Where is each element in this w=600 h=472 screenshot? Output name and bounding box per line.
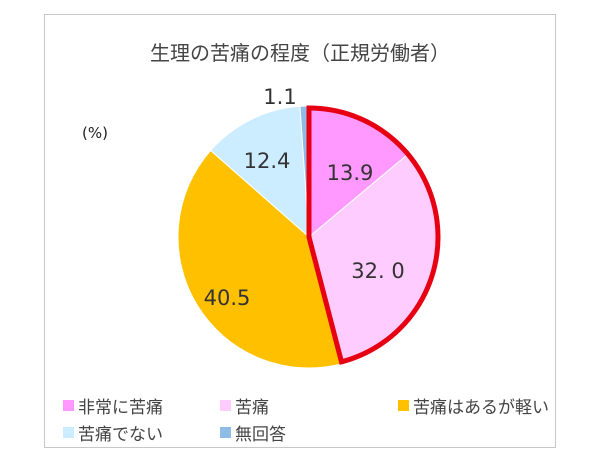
legend-swatch	[220, 400, 231, 411]
chart-title: 生理の苦痛の程度（正規労働者）	[150, 41, 450, 65]
legend-label: 苦痛	[235, 398, 269, 418]
legend-label: 苦痛はあるが軽い	[413, 398, 549, 418]
data-label-5: 1.1	[263, 85, 296, 109]
data-label-4: 12.4	[244, 149, 291, 173]
data-label-3: 40.5	[204, 286, 251, 310]
legend-item-5: 無回答	[220, 420, 286, 445]
legend-label: 非常に苦痛	[78, 398, 163, 418]
legend-swatch	[220, 427, 231, 438]
legend-item-1: 非常に苦痛	[63, 393, 163, 418]
pie-slice-4	[209, 105, 310, 239]
legend-swatch	[63, 427, 74, 438]
legend-swatch	[63, 400, 74, 411]
unit-label: (%)	[82, 124, 108, 142]
legend-item-2: 苦痛	[220, 393, 269, 418]
data-label-1: 13.9	[327, 161, 374, 185]
data-label-2: 32. 0	[351, 259, 404, 283]
legend-label: 無回答	[235, 425, 286, 445]
highlight-outline	[306, 105, 441, 365]
pie-slice-3	[177, 149, 343, 369]
legend-item-4: 苦痛でない	[63, 420, 163, 445]
legend-item-3: 苦痛はあるが軽い	[398, 393, 549, 418]
legend-swatch	[398, 400, 409, 411]
legend-label: 苦痛でない	[78, 425, 163, 445]
